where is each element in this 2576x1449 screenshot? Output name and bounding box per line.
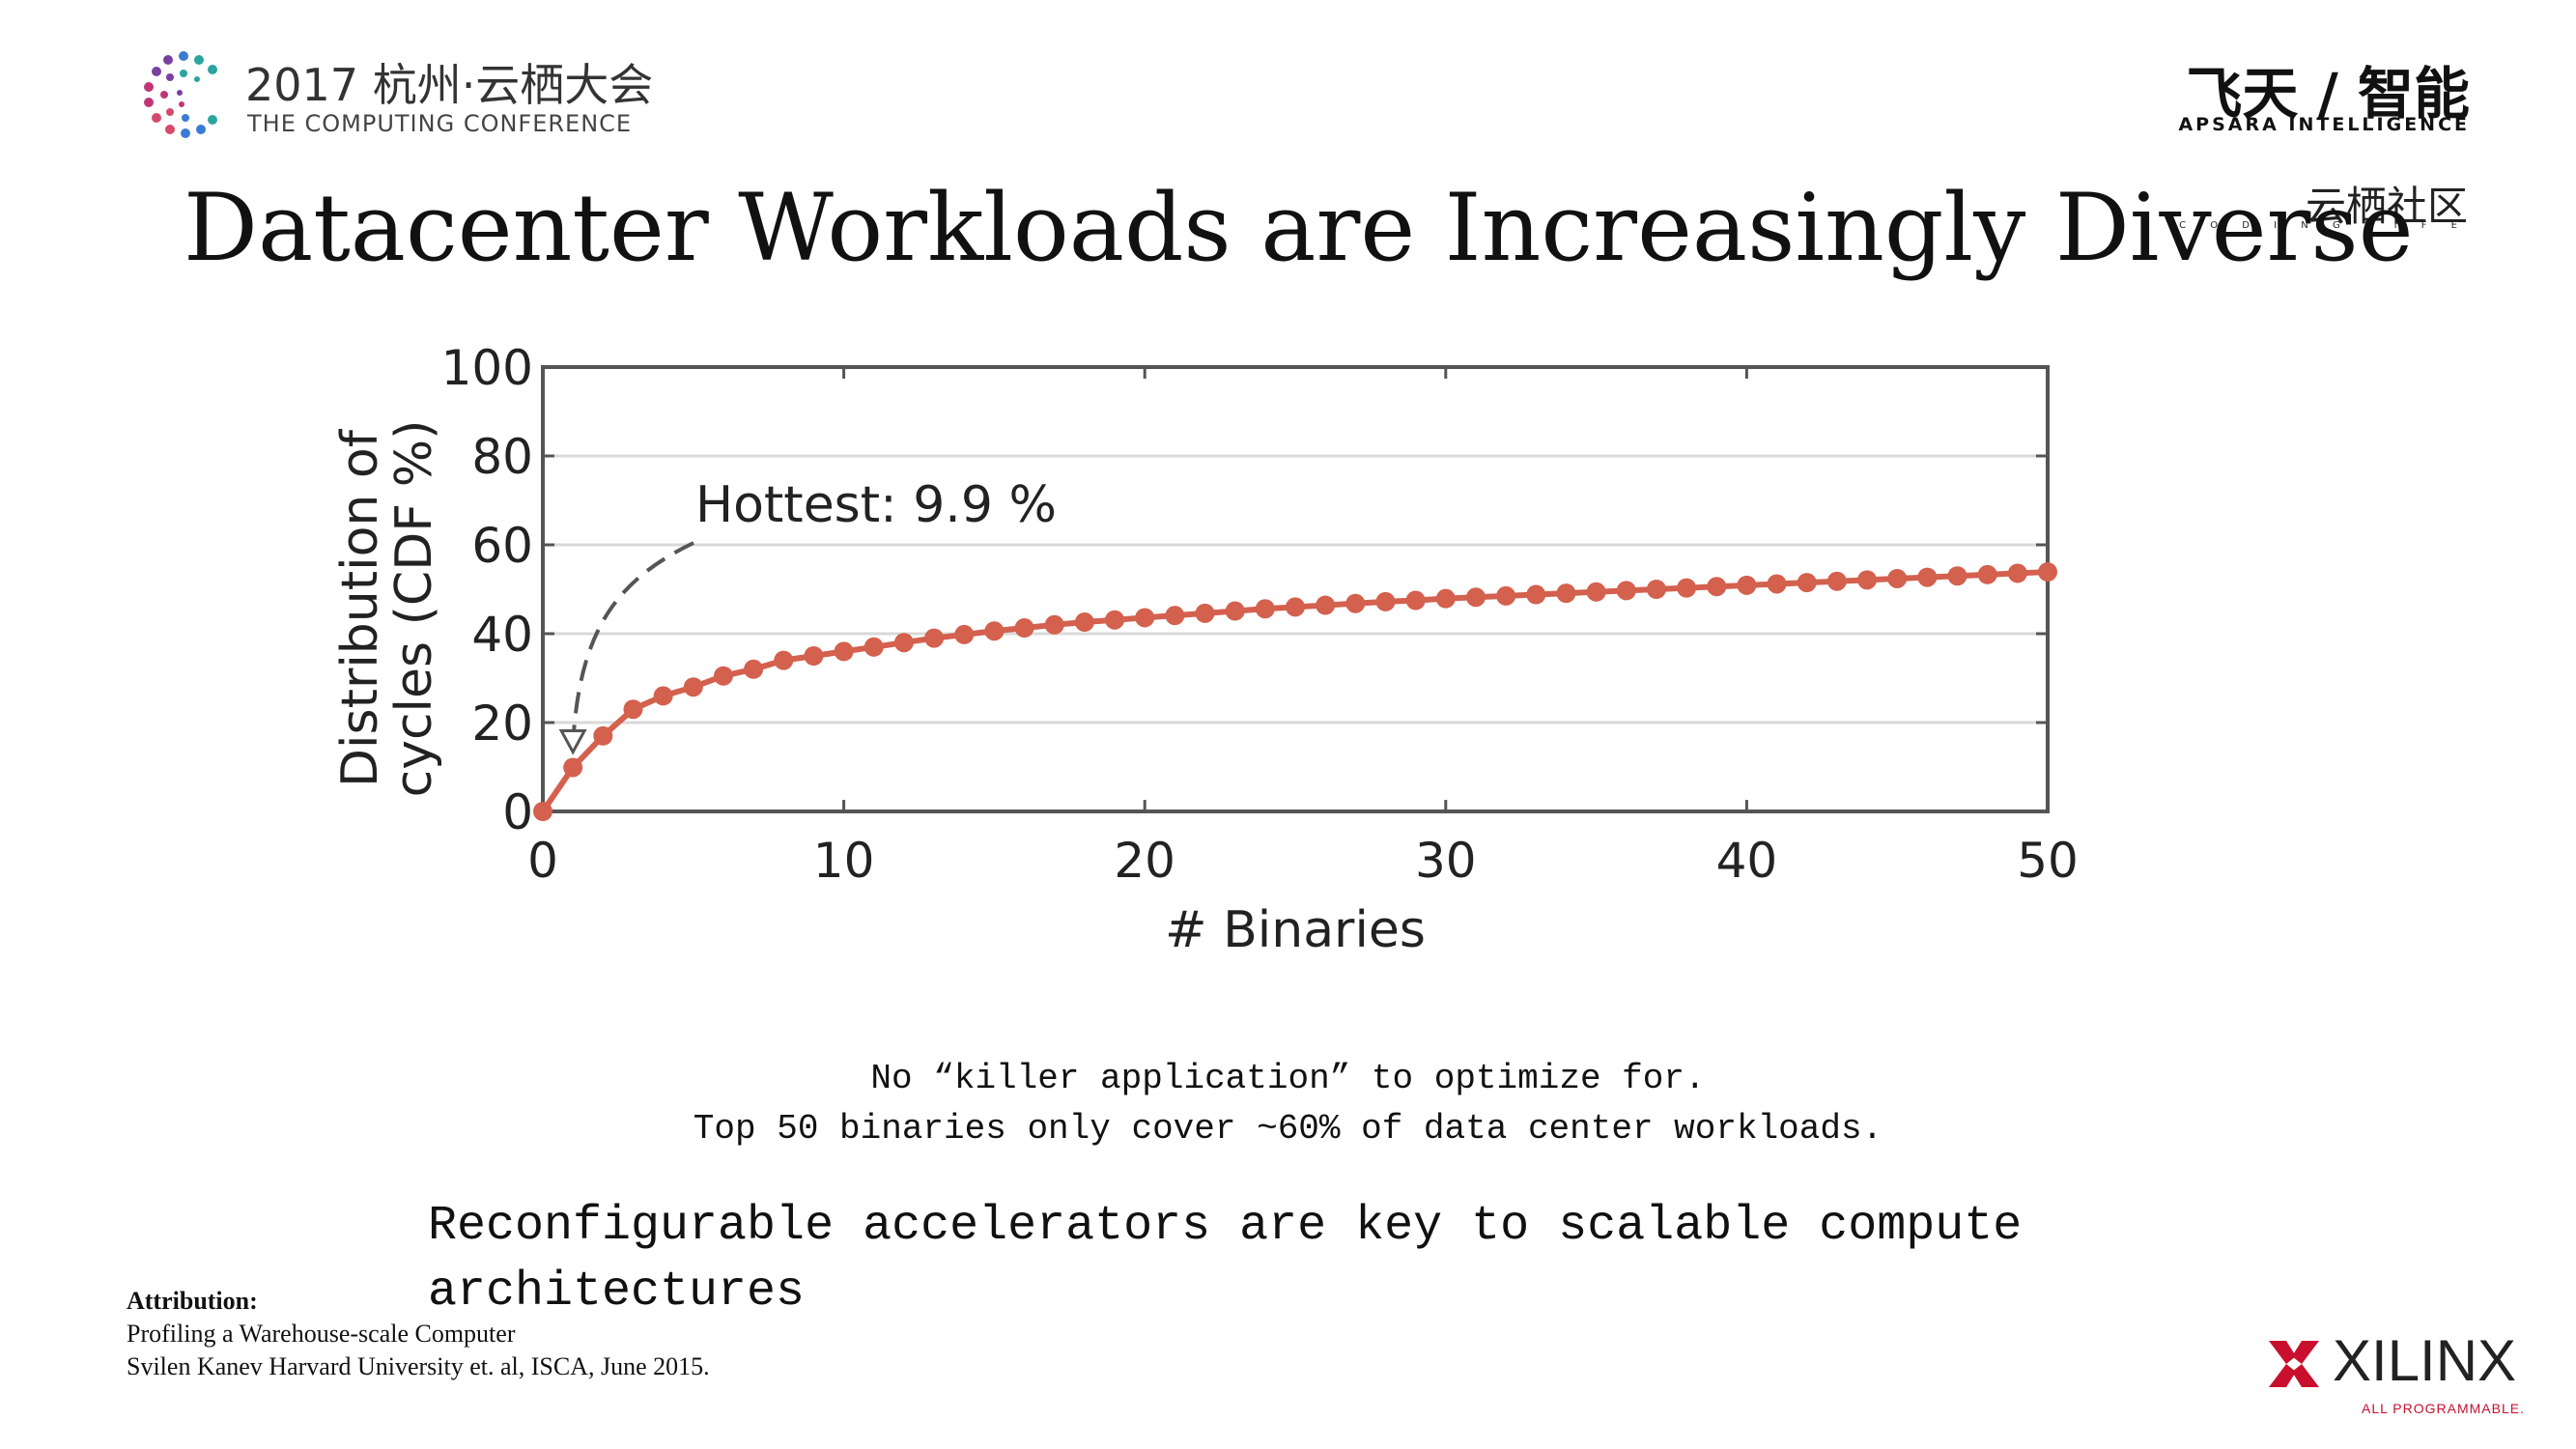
data-point bbox=[1465, 587, 1486, 608]
x-axis-label: # Binaries bbox=[1165, 901, 1426, 959]
data-point bbox=[1707, 577, 1727, 597]
data-point bbox=[1857, 570, 1878, 590]
data-point bbox=[834, 641, 854, 662]
data-point bbox=[1105, 610, 1125, 630]
data-point bbox=[1225, 601, 1245, 621]
cloud-dots-logo-icon bbox=[144, 51, 217, 138]
data-point bbox=[863, 637, 884, 657]
data-point bbox=[1044, 614, 1064, 635]
data-point bbox=[744, 659, 764, 679]
data-point bbox=[1556, 583, 1576, 604]
data-point bbox=[1917, 567, 1938, 587]
annotation-arrow bbox=[571, 541, 694, 745]
plot-frame bbox=[541, 365, 2050, 813]
cdf-line-chart: 0 20 40 60 80 100 0 10 20 30 40 50 Hottest: 9.9 % #… bbox=[331, 340, 2079, 959]
data-point bbox=[1737, 575, 1757, 595]
y-axis-label-line-2: cycles (CDF %) bbox=[385, 420, 443, 798]
yunqi-community-logo: 云栖社区 bbox=[2305, 183, 2468, 230]
data-point bbox=[1435, 588, 1456, 609]
data-point bbox=[683, 677, 703, 697]
x-tick-label: 30 bbox=[1415, 833, 1477, 889]
data-point bbox=[593, 725, 613, 746]
conference-title: 2017 杭州·云栖大会 bbox=[245, 59, 654, 111]
data-point bbox=[653, 686, 673, 706]
data-point bbox=[1014, 618, 1034, 639]
conference-logo: 2017 杭州·云栖大会 THE COMPUTING CONFERENCE bbox=[135, 46, 831, 153]
data-point bbox=[1345, 593, 1366, 613]
xilinx-mark-icon bbox=[2269, 1341, 2319, 1387]
y-tick-label: 0 bbox=[502, 784, 533, 840]
data-point bbox=[1586, 582, 1606, 602]
data-point bbox=[1286, 597, 1305, 617]
slide-title: Datacenter Workloads are Increasingly Di… bbox=[184, 174, 2414, 282]
data-point bbox=[713, 666, 733, 686]
y-tick-label: 80 bbox=[471, 429, 533, 485]
data-point bbox=[1375, 591, 1396, 611]
conference-subtitle: THE COMPUTING CONFERENCE bbox=[247, 110, 633, 137]
x-tick-label: 40 bbox=[1716, 833, 1778, 889]
data-point bbox=[774, 650, 794, 670]
data-point bbox=[1677, 578, 1697, 598]
data-point bbox=[1496, 585, 1516, 606]
annotation-arrowhead bbox=[558, 728, 587, 755]
data-point bbox=[1947, 566, 1967, 586]
y-axis-label: Distribution ofcycles (CDF %) bbox=[331, 420, 443, 798]
data-point bbox=[1646, 580, 1666, 599]
apsara-logo-text: 飞天 / 智能 bbox=[2186, 61, 2470, 127]
data-point bbox=[954, 624, 975, 644]
data-point bbox=[1405, 590, 1426, 611]
y-tick-label: 60 bbox=[471, 518, 533, 574]
caption-line-2: Top 50 binaries only cover ~60% of data … bbox=[693, 1109, 1883, 1149]
chart-series bbox=[533, 562, 2057, 821]
data-point bbox=[1977, 564, 1997, 584]
data-point bbox=[984, 621, 1005, 641]
y-tick-label: 40 bbox=[471, 607, 533, 663]
annotation-label: Hottest: 9.9 % bbox=[695, 476, 1057, 534]
data-point bbox=[1826, 571, 1847, 591]
data-point bbox=[1887, 568, 1908, 588]
x-tick-label: 50 bbox=[2017, 833, 2079, 889]
data-point bbox=[924, 628, 945, 648]
takeaway-text: Reconfigurable accelerators are key to s… bbox=[428, 1199, 2023, 1320]
data-point bbox=[1797, 573, 1817, 593]
apsara-logo-subtitle: APSARA INTELLIGENCE bbox=[2178, 114, 2470, 135]
data-point bbox=[1255, 599, 1275, 619]
data-point bbox=[2007, 563, 2027, 583]
data-point bbox=[1767, 574, 1787, 594]
data-point bbox=[804, 646, 824, 666]
data-point bbox=[893, 633, 914, 653]
chart-annotation: Hottest: 9.9 % bbox=[558, 476, 1057, 755]
xilinx-tagline: ALL PROGRAMMABLE. bbox=[2362, 1401, 2525, 1416]
y-tick-label: 100 bbox=[441, 340, 533, 396]
chart-ticks: 0 20 40 60 80 100 0 10 20 30 40 50 bbox=[441, 340, 2079, 889]
caption-line-1: No “killer application” to optimize for. bbox=[870, 1059, 1706, 1098]
x-tick-label: 10 bbox=[813, 833, 875, 889]
xilinx-logo: XILINX ALL PROGRAMMABLE. bbox=[2267, 1328, 2524, 1420]
data-point bbox=[1135, 608, 1155, 628]
y-tick-label: 20 bbox=[471, 696, 533, 752]
data-point bbox=[623, 699, 643, 720]
x-tick-label: 0 bbox=[527, 833, 558, 889]
data-point bbox=[1316, 595, 1336, 615]
data-point bbox=[563, 757, 583, 778]
xilinx-wordmark: XILINX bbox=[2333, 1328, 2517, 1393]
data-point bbox=[1526, 584, 1546, 605]
data-point bbox=[2038, 562, 2057, 582]
attribution-block: Attribution: Profiling a Warehouse-scale… bbox=[127, 1285, 822, 1383]
yunqi-community-subtitle: C O D I N G L I F E bbox=[2179, 220, 2468, 231]
chart-grid bbox=[543, 365, 2048, 813]
attribution-line-1: Profiling a Warehouse-scale Computer bbox=[127, 1320, 516, 1348]
data-point bbox=[533, 802, 552, 821]
data-point bbox=[1616, 581, 1636, 601]
attribution-label: Attribution: bbox=[127, 1287, 258, 1315]
data-point bbox=[1195, 603, 1215, 623]
attribution-line-2: Svilen Kanev Harvard University et. al, … bbox=[127, 1352, 710, 1380]
data-point bbox=[1074, 612, 1094, 633]
x-tick-label: 20 bbox=[1114, 833, 1175, 889]
data-point bbox=[1165, 606, 1185, 626]
y-axis-label-line-1: Distribution of bbox=[331, 428, 389, 787]
